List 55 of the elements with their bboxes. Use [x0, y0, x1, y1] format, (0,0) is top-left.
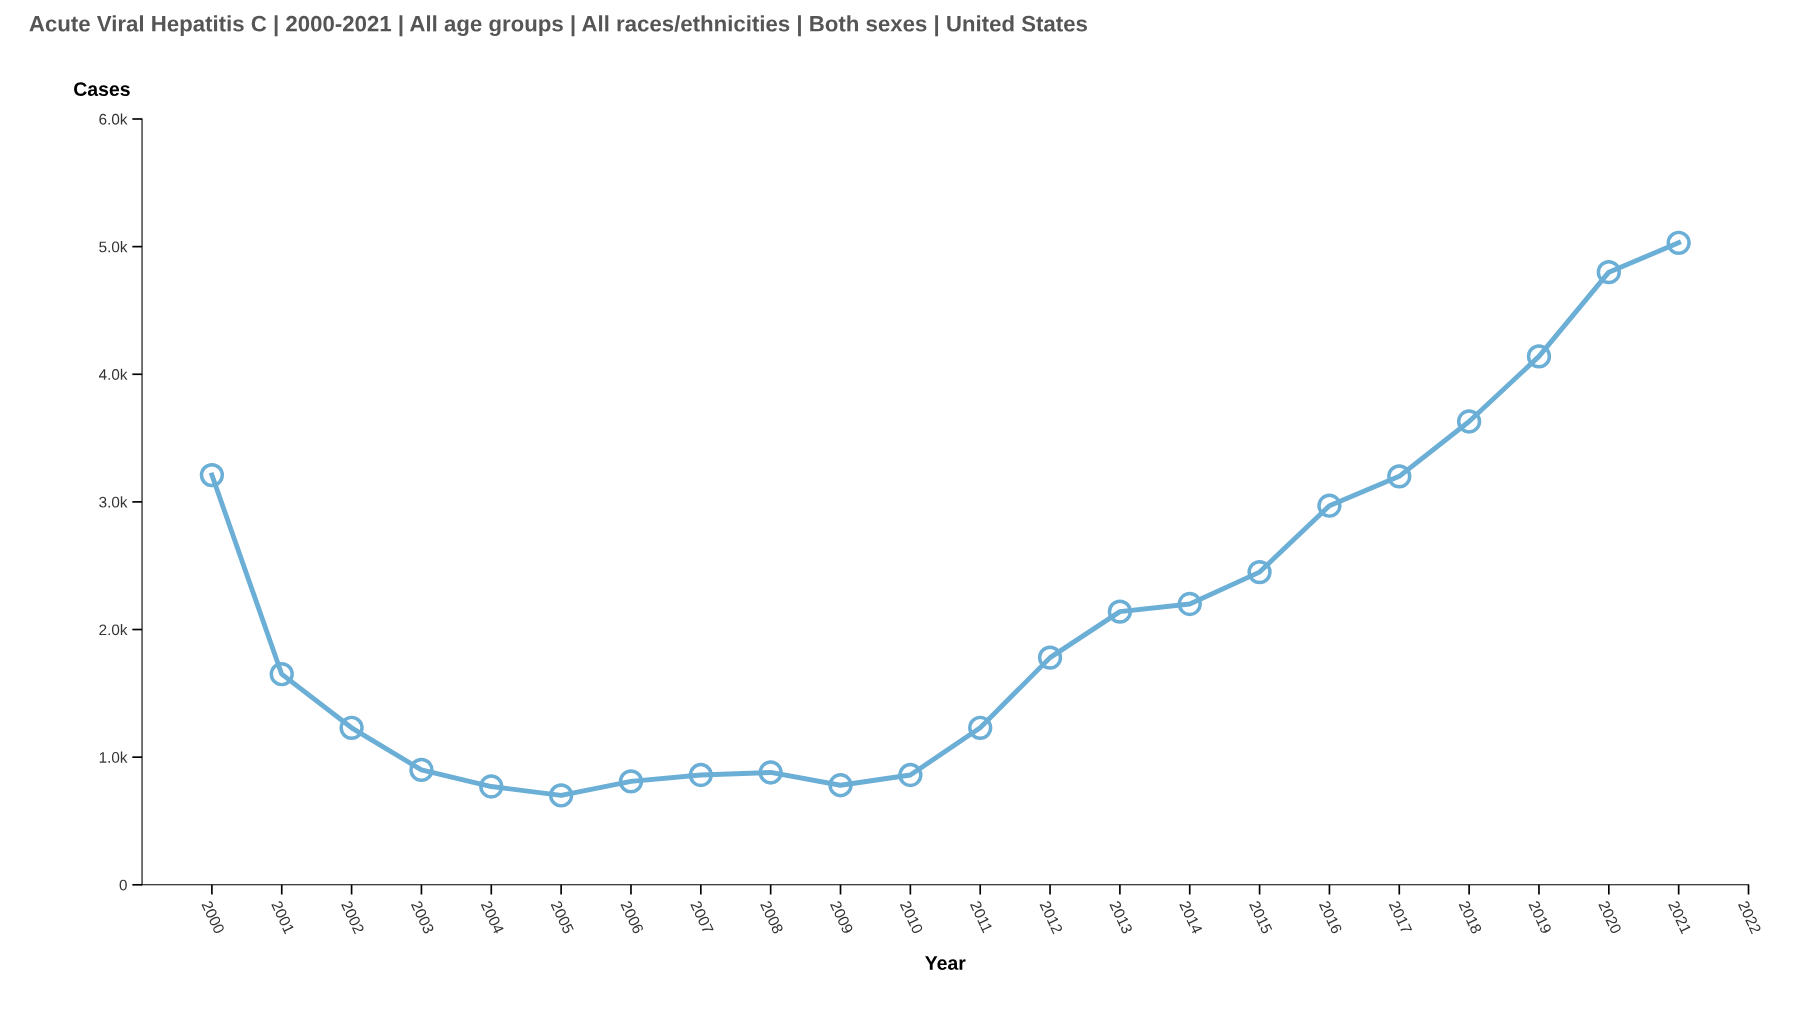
- x-axis-title: Year: [925, 956, 966, 970]
- y-tick-label: 5.0k: [99, 241, 128, 253]
- point: [968, 715, 993, 740]
- point: [1596, 259, 1621, 285]
- point: [1107, 599, 1133, 624]
- y-tick-label: 4.0k: [98, 368, 128, 380]
- x-tick-label: 2008: [760, 900, 784, 935]
- point: [1177, 591, 1202, 617]
- x-tick-label: 2004: [480, 900, 505, 935]
- x-tick-label: 2010: [899, 900, 924, 935]
- x-tick-label: 2015: [1249, 900, 1273, 935]
- point: [339, 715, 364, 740]
- x-tick-label: 2022: [1737, 900, 1762, 935]
- x-tick-label: 2018: [1458, 900, 1483, 935]
- y-tick-label: 1.0k: [99, 751, 128, 763]
- point: [1317, 493, 1342, 518]
- x-tick-label: 2017: [1388, 900, 1413, 935]
- x-tick-label: 2005: [550, 900, 575, 935]
- x-tick-label: 2012: [1039, 900, 1063, 935]
- x-tick-label: 2007: [690, 900, 714, 935]
- point: [199, 462, 225, 488]
- x-tick-label: 2000: [201, 900, 225, 935]
- point: [1526, 344, 1552, 369]
- x-tick-label: 2009: [829, 900, 854, 935]
- point: [898, 762, 923, 788]
- point: [548, 783, 574, 808]
- y-axis-title: Cases: [74, 82, 130, 96]
- point: [1247, 559, 1272, 585]
- x-tick-label: 2020: [1598, 900, 1622, 935]
- point: [479, 774, 504, 799]
- x-tick-label: 2011: [969, 900, 993, 934]
- x-tick-label: 2006: [620, 900, 644, 935]
- point: [1456, 409, 1482, 434]
- chart-title: Acute Viral Hepatitis C | 2000-2021 | All age groups | All races/ethnicities | Both sexes | United States: [29, 15, 1087, 37]
- point: [618, 769, 644, 794]
- x-tick-label: 2021: [1668, 900, 1692, 935]
- point: [269, 662, 294, 687]
- y-tick-label: 6.0k: [99, 113, 128, 125]
- point: [688, 762, 713, 788]
- point: [1037, 645, 1063, 670]
- y-tick-label: 2.0k: [99, 623, 128, 636]
- point: [758, 760, 783, 785]
- point: [1387, 464, 1412, 489]
- x-tick-label: 2002: [341, 900, 365, 935]
- point: [409, 757, 434, 783]
- x-tick-label: 2001: [271, 900, 295, 935]
- point: [828, 773, 853, 798]
- x-tick-label: 2019: [1528, 900, 1552, 935]
- x-tick-label: 2013: [1109, 900, 1133, 935]
- y-tick-label: 0: [119, 879, 127, 891]
- x-tick-label: 2016: [1318, 900, 1343, 935]
- x-tick-label: 2014: [1179, 900, 1203, 935]
- y-tick-label: 3.0k: [99, 496, 128, 508]
- point: [1666, 230, 1691, 255]
- x-tick-label: 2003: [410, 900, 435, 935]
